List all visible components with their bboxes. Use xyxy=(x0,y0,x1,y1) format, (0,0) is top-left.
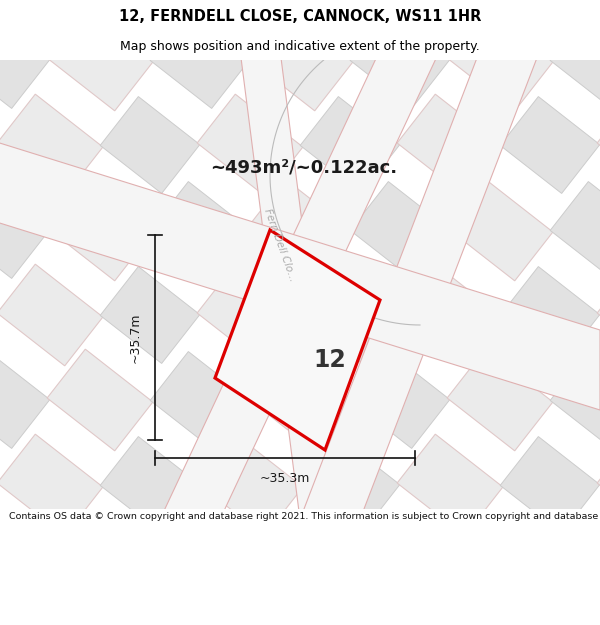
Polygon shape xyxy=(300,606,400,625)
Polygon shape xyxy=(500,606,600,625)
Polygon shape xyxy=(100,606,200,625)
Polygon shape xyxy=(160,50,440,519)
Polygon shape xyxy=(597,94,600,196)
Polygon shape xyxy=(47,349,153,451)
Polygon shape xyxy=(300,436,400,534)
Polygon shape xyxy=(0,434,103,536)
Polygon shape xyxy=(597,264,600,366)
Polygon shape xyxy=(0,264,103,366)
Polygon shape xyxy=(0,11,50,109)
Polygon shape xyxy=(500,436,600,534)
Polygon shape xyxy=(550,351,600,449)
Polygon shape xyxy=(300,96,400,194)
Polygon shape xyxy=(447,349,553,451)
Polygon shape xyxy=(197,0,303,26)
Text: Fern Dell Clo…: Fern Dell Clo… xyxy=(262,208,298,282)
Text: 12: 12 xyxy=(314,348,346,372)
Polygon shape xyxy=(150,181,250,279)
Polygon shape xyxy=(597,604,600,625)
Polygon shape xyxy=(397,264,503,366)
Polygon shape xyxy=(150,351,250,449)
Text: 12, FERNDELL CLOSE, CANNOCK, WS11 1HR: 12, FERNDELL CLOSE, CANNOCK, WS11 1HR xyxy=(119,9,481,24)
Polygon shape xyxy=(300,0,400,24)
Polygon shape xyxy=(0,351,50,449)
Polygon shape xyxy=(300,266,400,364)
Polygon shape xyxy=(150,521,250,619)
Polygon shape xyxy=(100,436,200,534)
Polygon shape xyxy=(0,140,600,410)
Polygon shape xyxy=(247,9,353,111)
Polygon shape xyxy=(447,519,553,621)
Polygon shape xyxy=(500,266,600,364)
Polygon shape xyxy=(215,230,380,450)
Polygon shape xyxy=(197,94,303,196)
Polygon shape xyxy=(550,11,600,109)
Polygon shape xyxy=(550,181,600,279)
Polygon shape xyxy=(0,604,103,625)
Text: ~35.3m: ~35.3m xyxy=(260,471,310,484)
Polygon shape xyxy=(47,179,153,281)
Polygon shape xyxy=(500,96,600,194)
Polygon shape xyxy=(100,266,200,364)
Polygon shape xyxy=(350,181,450,279)
Polygon shape xyxy=(0,0,103,26)
Polygon shape xyxy=(197,264,303,366)
Polygon shape xyxy=(500,0,600,24)
Polygon shape xyxy=(100,0,200,24)
Polygon shape xyxy=(300,50,540,519)
Polygon shape xyxy=(247,349,353,451)
Polygon shape xyxy=(350,351,450,449)
Polygon shape xyxy=(350,11,450,109)
Polygon shape xyxy=(397,604,503,625)
Polygon shape xyxy=(397,0,503,26)
Polygon shape xyxy=(350,521,450,619)
Text: Contains OS data © Crown copyright and database right 2021. This information is : Contains OS data © Crown copyright and d… xyxy=(9,512,600,521)
Polygon shape xyxy=(150,11,250,109)
Polygon shape xyxy=(247,179,353,281)
Text: Map shows position and indicative extent of the property.: Map shows position and indicative extent… xyxy=(120,40,480,53)
Polygon shape xyxy=(247,519,353,621)
Polygon shape xyxy=(197,434,303,536)
Text: ~35.7m: ~35.7m xyxy=(128,312,142,362)
Polygon shape xyxy=(397,434,503,536)
Polygon shape xyxy=(47,519,153,621)
Polygon shape xyxy=(447,9,553,111)
Polygon shape xyxy=(447,179,553,281)
Polygon shape xyxy=(197,604,303,625)
Polygon shape xyxy=(597,434,600,536)
Polygon shape xyxy=(240,50,340,519)
Text: ~493m²/~0.122ac.: ~493m²/~0.122ac. xyxy=(210,159,397,177)
Polygon shape xyxy=(597,0,600,26)
Polygon shape xyxy=(0,94,103,196)
Polygon shape xyxy=(0,181,50,279)
Polygon shape xyxy=(550,521,600,619)
Polygon shape xyxy=(0,521,50,619)
Polygon shape xyxy=(397,94,503,196)
Polygon shape xyxy=(47,9,153,111)
Polygon shape xyxy=(100,96,200,194)
